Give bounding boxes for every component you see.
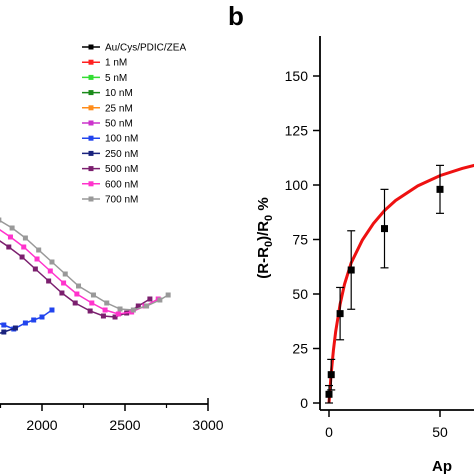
legend: Au/Cys/PDIC/ZEA 1 nM 5 nM 10 nM 25 nM 50 nM 10… — [82, 43, 186, 206]
left-data-point — [147, 296, 153, 302]
left-data-point — [165, 292, 171, 298]
left-data-point — [32, 266, 38, 272]
left-data-point — [19, 254, 25, 260]
left-data-point — [87, 308, 93, 314]
legend-label: 700 nM — [105, 195, 138, 206]
left-data-point — [61, 280, 67, 286]
legend-label: Au/Cys/PDIC/ZEA — [105, 43, 186, 54]
data-point — [325, 390, 333, 398]
left-data-point — [0, 217, 2, 223]
legend-label: 100 nM — [105, 134, 138, 145]
data-point — [336, 310, 344, 318]
left-data-point — [100, 313, 106, 319]
left-data-point — [130, 307, 136, 313]
left-data-point — [9, 225, 15, 231]
data-point — [347, 266, 355, 274]
left-data-point — [6, 244, 12, 250]
legend-marker — [88, 120, 94, 126]
legend-marker — [88, 44, 94, 50]
left-data-point — [76, 283, 82, 289]
legend-marker — [88, 181, 94, 187]
right-panel-chart: b 0 25 50 75 100 125 150 0 50 (R-R0)/R0 % Ap — [228, 1, 474, 474]
left-data-point — [46, 278, 52, 284]
left-data-point — [31, 317, 37, 323]
legend-label: 600 nM — [105, 179, 138, 190]
legend-marker — [88, 105, 94, 111]
legend-label: 5 nM — [105, 73, 127, 84]
data-point-with-error — [380, 188, 389, 269]
right-y-tick-label: 0 — [300, 395, 308, 411]
left-data-point — [157, 297, 163, 303]
legend-label: 250 nM — [105, 149, 138, 160]
right-data-marks — [325, 163, 474, 404]
left-series-line — [0, 219, 169, 311]
left-data-point — [135, 303, 141, 309]
legend-marker — [88, 150, 94, 156]
left-data-point — [7, 234, 13, 240]
left-x-tick-label: 3000 — [192, 417, 223, 433]
data-point-with-error — [336, 286, 345, 341]
left-data-point — [59, 290, 65, 296]
y-axis-label-b: (R-R0)/R0 % — [255, 197, 275, 278]
left-data-point — [34, 256, 40, 262]
data-point — [381, 225, 388, 233]
left-axes: 2000 2500 3000 — [0, 398, 224, 433]
left-data-point — [72, 300, 78, 306]
left-data-point — [144, 303, 150, 309]
left-x-tick-label: 2000 — [26, 417, 57, 433]
left-data-point — [90, 292, 96, 298]
left-data-point — [22, 320, 28, 326]
legend-marker — [88, 135, 94, 141]
right-y-tick-label: 25 — [292, 341, 308, 357]
right-axes: 0 25 50 75 100 125 150 0 50 — [285, 36, 474, 440]
left-panel-chart: 2000 2500 3000 Au/Cys/PDIC/ZEA 1 nM 5 nM 10 n… — [0, 43, 224, 433]
legend-label: 1 nM — [105, 58, 127, 69]
left-data-point — [21, 244, 27, 250]
left-data-point — [49, 259, 55, 265]
left-data-point — [115, 311, 121, 317]
right-y-tick-label: 125 — [285, 123, 309, 139]
right-y-tick-label: 150 — [285, 68, 309, 84]
legend-marker — [88, 166, 94, 172]
panel-label: b — [228, 1, 244, 31]
left-data-point — [49, 307, 55, 313]
left-data-point — [1, 322, 7, 328]
left-data-point — [12, 325, 18, 331]
left-data-point — [62, 271, 68, 277]
data-point-with-error — [347, 230, 356, 310]
left-data-point — [1, 329, 7, 335]
left-data-point — [112, 314, 118, 320]
left-data-point — [117, 306, 123, 312]
legend-label: 50 nM — [105, 119, 133, 130]
legend-label: 25 nM — [105, 103, 133, 114]
x-axis-label-b: Ap — [432, 458, 452, 474]
left-data-point — [74, 291, 80, 297]
right-y-tick-label: 100 — [285, 177, 309, 193]
left-data-point — [22, 235, 28, 241]
left-data-point — [39, 314, 45, 320]
left-data-point — [89, 300, 95, 306]
right-y-tick-label: 75 — [292, 232, 308, 248]
legend-marker — [88, 196, 94, 202]
legend-label: 10 nM — [105, 88, 133, 99]
left-data-point — [47, 268, 53, 274]
left-series-line — [0, 229, 159, 315]
data-point-with-error — [327, 358, 336, 391]
left-x-tick-label: 2500 — [109, 417, 140, 433]
legend-marker — [88, 74, 94, 80]
left-data-point — [102, 307, 108, 313]
left-data-point — [104, 300, 110, 306]
right-x-tick-label: 0 — [325, 424, 333, 440]
data-point — [327, 371, 335, 379]
data-point-with-error — [436, 164, 444, 214]
left-data-point — [36, 247, 42, 253]
data-point — [436, 185, 444, 193]
legend-label: 500 nM — [105, 164, 138, 175]
right-x-tick-label: 50 — [432, 424, 448, 440]
left-series-lines — [0, 217, 171, 335]
legend-marker — [88, 90, 94, 96]
right-y-tick-label: 50 — [292, 286, 308, 302]
legend-marker — [88, 59, 94, 65]
